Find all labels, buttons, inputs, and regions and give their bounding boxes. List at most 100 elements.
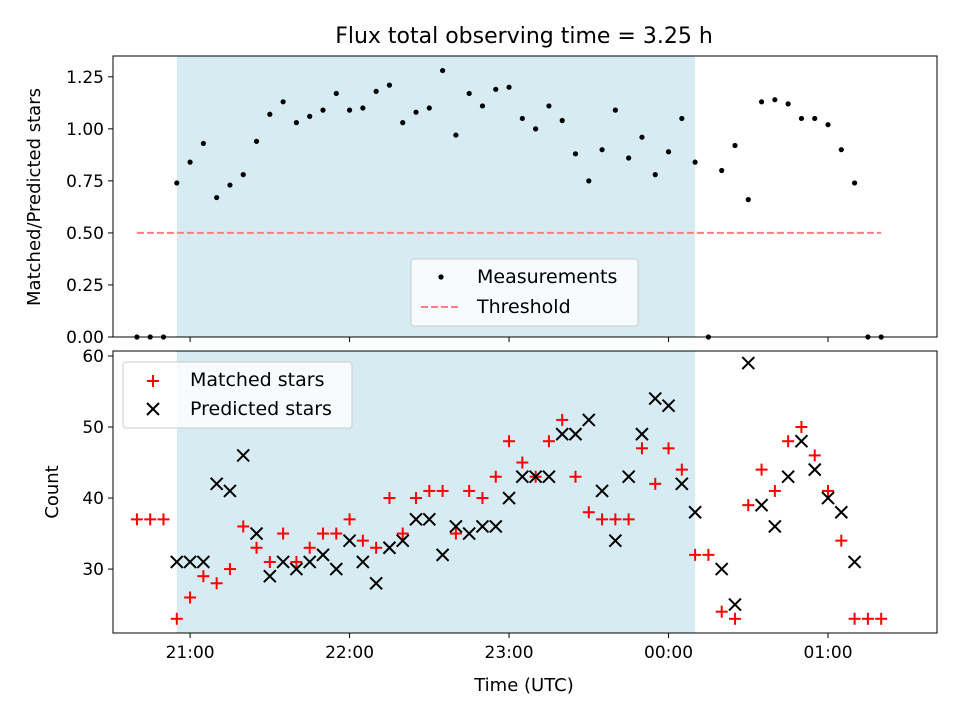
measurement-point [187, 159, 193, 165]
predicted-star-point [768, 519, 782, 534]
predicted-star-point [568, 427, 583, 441]
predicted-star-point [236, 448, 250, 463]
predicted-legend-marker [146, 402, 160, 416]
matched-stars-series [130, 413, 888, 625]
predicted-star-point [661, 398, 676, 413]
measurement-point [506, 84, 512, 90]
measurement-point [626, 155, 632, 161]
predicted-star-point [847, 555, 862, 569]
bottom-x-tick-label: 22:00 [325, 643, 374, 663]
bottom-y-tick-label: 60 [82, 347, 104, 367]
matched-star-point [290, 555, 303, 568]
measurement-point [572, 151, 579, 157]
measurement-point [466, 90, 472, 97]
measurement-point [400, 120, 406, 126]
measurement-point [519, 115, 525, 122]
measurement-point [293, 120, 300, 126]
top-axes-frame [112, 55, 938, 338]
bottom-x-tick-label: 21:00 [166, 643, 215, 663]
matched-star-point [516, 456, 529, 469]
predicted-star-point [209, 477, 224, 491]
matched-star-point [556, 413, 569, 426]
matched-star-point [210, 577, 223, 590]
measurement-point [373, 88, 379, 94]
matched-star-point [170, 612, 183, 625]
measurement-point [546, 103, 552, 109]
bottom-y-tick-label: 50 [82, 418, 104, 438]
measurement-point [240, 172, 246, 178]
measurement-point [267, 111, 273, 117]
top-y-tick-label: 1.25 [66, 68, 104, 88]
matched-star-point [808, 449, 821, 462]
measurement-point [440, 67, 446, 74]
measurement-point [346, 107, 353, 113]
predicted-star-point [808, 462, 822, 477]
matched-star-point [449, 527, 462, 540]
measurement-point [214, 194, 220, 201]
matched-star-point [635, 442, 648, 455]
predicted-star-point [728, 597, 742, 612]
matched-star-point [582, 506, 595, 519]
matched-star-point [277, 527, 290, 540]
predicted-star-point [502, 491, 516, 505]
measurement-point [599, 147, 605, 153]
measurement-point [652, 172, 658, 178]
predicted-star-point [409, 512, 423, 527]
predicted-star-point [435, 548, 450, 562]
matched-star-point [795, 421, 808, 434]
predicted-star-point [754, 498, 769, 512]
matched-star-point [489, 470, 502, 483]
top-x-ticks [189, 337, 829, 342]
matched-star-point [875, 612, 888, 625]
measurements-legend-marker [438, 274, 444, 280]
predicted-star-point [489, 519, 503, 534]
measurement-point [307, 113, 313, 119]
matched-star-point [476, 492, 489, 505]
measurement-point [413, 109, 419, 115]
predicted-star-point [834, 505, 849, 519]
matched-star-point [742, 499, 755, 512]
matched-star-point [383, 492, 396, 505]
matched-star-point [330, 527, 343, 540]
predicted-legend-label: Predicted stars [190, 398, 332, 420]
matched-star-point [822, 484, 835, 497]
matched-star-point [303, 541, 316, 554]
predicted-star-point [356, 555, 370, 569]
top-y-tick-label: 0.75 [66, 172, 104, 192]
predicted-star-point [342, 533, 357, 548]
measurement-point [639, 134, 645, 140]
measurement-point [174, 180, 180, 186]
measurement-point [253, 138, 260, 144]
predicted-star-point [462, 526, 476, 541]
matched-star-point [503, 435, 516, 448]
measurement-point [426, 105, 432, 111]
measurement-point [559, 117, 565, 124]
matched-star-point [596, 513, 609, 526]
predicted-star-point [223, 484, 237, 498]
predicted-star-point [582, 413, 596, 427]
measurement-point [798, 115, 805, 122]
matched-star-point [396, 527, 409, 540]
predicted-star-point [329, 562, 343, 576]
predicted-star-point [183, 555, 197, 569]
matched-star-point [316, 527, 329, 540]
measurement-point [479, 103, 486, 109]
matched-star-point [157, 513, 170, 526]
matched-star-point [542, 435, 555, 448]
predicted-star-point [449, 519, 463, 534]
matched-star-point [848, 612, 861, 625]
predicted-star-point [688, 505, 702, 519]
bottom-legend-box [122, 361, 353, 429]
matched-star-point [609, 513, 622, 526]
top-y-tick-label: 0.50 [66, 224, 104, 244]
predicted-star-point [382, 541, 397, 555]
matched-star-point [184, 591, 197, 604]
measurement-point [745, 197, 751, 203]
matched-star-point [237, 520, 250, 533]
bottom-x-tick-label: 23:00 [485, 643, 534, 663]
top-y-tick-label: 0.00 [66, 328, 104, 348]
bottom-x-tick-label: 00:00 [644, 643, 693, 663]
predicted-star-point [528, 470, 543, 484]
measurement-point [692, 159, 698, 165]
predicted-star-point [555, 427, 569, 441]
